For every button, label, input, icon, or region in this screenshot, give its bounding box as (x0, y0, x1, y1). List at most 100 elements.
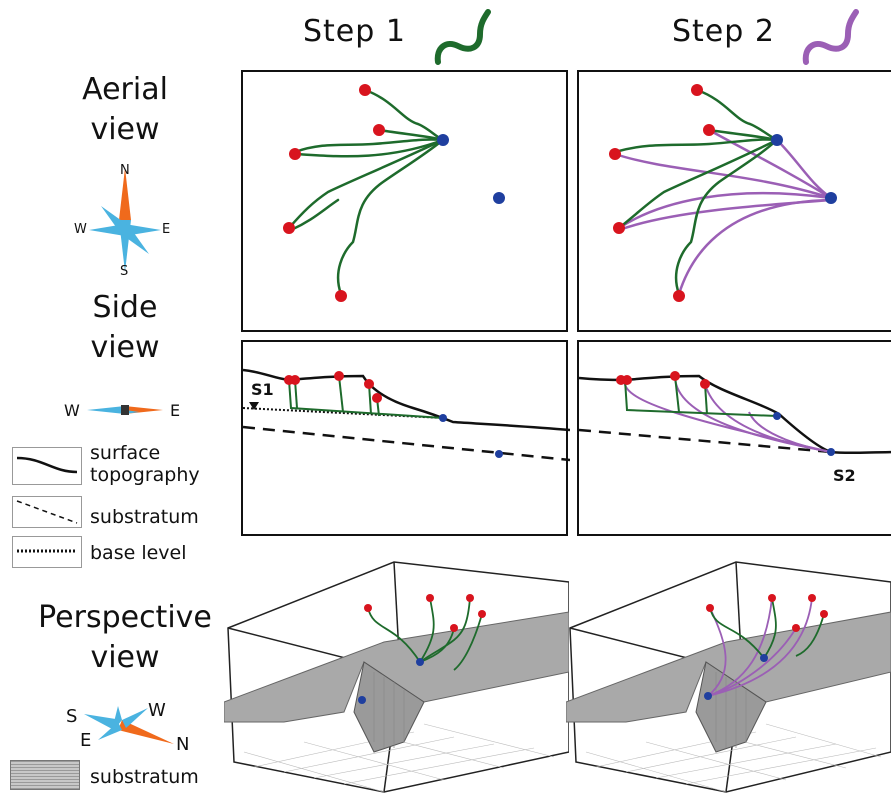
compass-w-label: W (74, 222, 87, 237)
red-node (700, 379, 710, 389)
compass-side-w-label: W (64, 401, 80, 420)
step-1-squiggle-icon (434, 9, 491, 65)
stream-path (707, 627, 797, 697)
blue-node (493, 192, 505, 204)
red-node (622, 375, 632, 385)
red-node (334, 371, 344, 381)
stream-path (707, 597, 773, 697)
red-node (283, 222, 295, 234)
compass-side-icon (87, 405, 163, 415)
stream-path (617, 198, 833, 232)
blue-node (439, 414, 447, 422)
red-node (450, 624, 458, 632)
aerial-panel-step2 (577, 70, 891, 332)
base-level-marker-icon (249, 402, 259, 410)
step-2-title: Step 2 (672, 14, 775, 49)
red-node (289, 148, 301, 160)
legend-substratum-swatch (12, 496, 82, 528)
red-node (820, 610, 828, 618)
blue-node (773, 412, 781, 420)
blue-node (771, 134, 783, 146)
perspective-view-step1 (224, 561, 569, 793)
red-node (792, 624, 800, 632)
stream-path (419, 597, 435, 663)
red-node (670, 371, 680, 381)
s1-label: S1 (251, 380, 274, 399)
stream-path (707, 597, 813, 697)
blue-node (416, 658, 424, 666)
legend-base-level-label: base level (90, 542, 187, 564)
legend-substratum-label: substratum (90, 506, 199, 528)
stream-path (617, 138, 779, 230)
red-node (706, 604, 714, 612)
perspective-view-step2 (566, 561, 891, 793)
compass-persp-w-label: W (148, 700, 166, 721)
blue-node (760, 654, 768, 662)
blue-node (358, 696, 366, 704)
red-node (364, 604, 372, 612)
stream-path (674, 375, 680, 413)
stream-path (795, 613, 825, 657)
compass-persp-e-label: E (80, 730, 92, 751)
stream-path (287, 138, 445, 230)
legend-surface-label: surface topography (90, 442, 200, 486)
compass-rose-icon (89, 168, 161, 272)
legend-substratum-persp-label: substratum (90, 766, 199, 788)
red-node (673, 290, 685, 302)
stream-path (368, 383, 372, 415)
side-panel-step2: S2 (577, 340, 891, 536)
step-2-squiggle-icon (802, 9, 859, 65)
red-node (613, 222, 625, 234)
legend-base-level-swatch (12, 536, 82, 568)
substratum-line (579, 428, 832, 454)
blue-node (437, 134, 449, 146)
row-title-perspective: Perspective view (38, 600, 212, 675)
step-1-title: Step 1 (303, 14, 406, 49)
red-node (335, 290, 347, 302)
stream-path (709, 607, 765, 659)
red-node (364, 379, 374, 389)
row-title-aerial: Aerial view (82, 72, 168, 147)
legend-surface-swatch (12, 447, 82, 485)
blue-node (704, 692, 712, 700)
red-node (808, 594, 816, 602)
stream-path (419, 627, 455, 663)
stream-path (624, 379, 778, 417)
red-node (426, 594, 434, 602)
row-title-side: Side view (90, 290, 160, 365)
stream-path (289, 198, 340, 232)
red-node (691, 84, 703, 96)
stream-path (453, 613, 483, 671)
legend-substratum-persp-swatch (10, 760, 80, 790)
compass-e-label: E (162, 222, 171, 237)
substratum-line (243, 425, 570, 462)
aerial-panel-step1 (241, 70, 568, 332)
blue-node (827, 448, 835, 456)
compass-side-e-label: E (170, 401, 181, 420)
red-node (290, 375, 300, 385)
blue-node (825, 192, 837, 204)
red-node (768, 594, 776, 602)
stream-path (367, 607, 421, 663)
stream-path (338, 375, 344, 413)
stream-path (293, 138, 445, 154)
compass-perspective-icon (84, 706, 174, 744)
compass-n-label: N (120, 163, 130, 178)
stream-path (288, 379, 444, 419)
stream-path (617, 191, 833, 230)
red-node (359, 84, 371, 96)
stream-path (613, 152, 833, 200)
red-node (478, 610, 486, 618)
stream-path (704, 383, 708, 415)
stream-path (419, 597, 471, 663)
compass-s-label: S (120, 264, 129, 279)
stream-path (674, 375, 832, 453)
stream-path (707, 128, 833, 200)
stream-path (748, 411, 832, 453)
compass-persp-s-label: S (66, 706, 78, 727)
stream-path (674, 138, 779, 296)
stream-path (613, 138, 779, 154)
stream-path (336, 138, 445, 296)
red-node (372, 393, 382, 403)
side-panel-step1: S1 (241, 340, 570, 536)
